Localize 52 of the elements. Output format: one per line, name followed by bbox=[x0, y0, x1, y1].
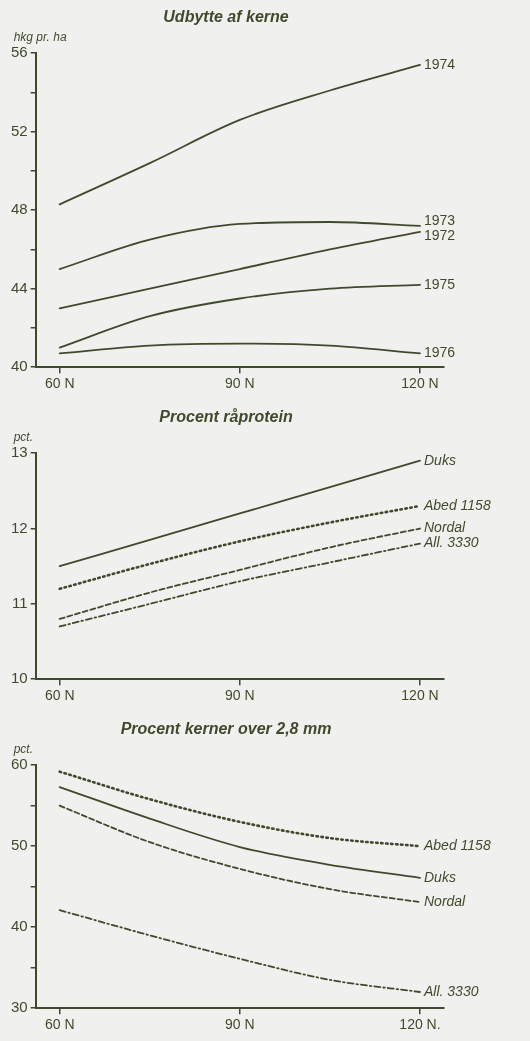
y-tick-label: 10 bbox=[11, 669, 28, 687]
chart-title: Procent råprotein bbox=[159, 408, 293, 426]
x-tick-label: 120 N bbox=[401, 687, 439, 704]
y-tick-label: 13 bbox=[11, 443, 28, 461]
x-tick-label: 60 N bbox=[44, 375, 75, 392]
chart-title: Udbytte af kerne bbox=[163, 8, 289, 26]
line-series bbox=[58, 230, 421, 310]
y-tick-label: 12 bbox=[11, 518, 28, 536]
y-axis-title: pct. bbox=[12, 741, 34, 756]
y-tick-label: 56 bbox=[11, 43, 28, 61]
y-tick-label: 48 bbox=[11, 200, 28, 218]
series-label: All. 3330 bbox=[422, 534, 479, 551]
y-tick-label: 40 bbox=[11, 357, 28, 375]
line-series bbox=[58, 527, 421, 620]
line-series bbox=[58, 804, 421, 903]
series-label: 1976 bbox=[423, 344, 456, 361]
line-series bbox=[58, 909, 421, 993]
y-tick-label: 11 bbox=[12, 594, 28, 612]
line-series bbox=[58, 64, 421, 206]
y-tick-label: 60 bbox=[11, 755, 28, 773]
line-series bbox=[58, 786, 421, 879]
y-tick-label: 40 bbox=[11, 917, 28, 935]
line-series bbox=[58, 283, 421, 349]
line-series bbox=[58, 542, 421, 628]
series-label: Nordal bbox=[423, 519, 467, 536]
series-label: Abed 1158 bbox=[422, 496, 491, 513]
x-tick-label: 60 N bbox=[44, 1016, 75, 1033]
line-series bbox=[58, 770, 422, 848]
x-tick-label: 60 N bbox=[44, 687, 75, 704]
series-label: 1973 bbox=[423, 212, 456, 229]
series-label: Abed 1158 bbox=[422, 837, 491, 854]
y-tick-label: 30 bbox=[11, 998, 28, 1016]
y-tick-label: 52 bbox=[11, 121, 28, 139]
chart-title: Procent kerner over 2,8 mm bbox=[120, 720, 332, 738]
x-tick-label: 120 N. bbox=[399, 1016, 441, 1033]
series-label: All. 3330 bbox=[422, 982, 479, 999]
x-tick-label: 120 N bbox=[401, 375, 439, 392]
x-tick-label: 90 N bbox=[225, 375, 255, 392]
series-label: Duks bbox=[423, 451, 456, 468]
line-series bbox=[58, 459, 421, 568]
series-label: 1972 bbox=[423, 227, 456, 244]
x-tick-label: 90 N bbox=[225, 687, 255, 704]
series-label: 1974 bbox=[423, 55, 456, 72]
series-label: Duks bbox=[423, 868, 456, 885]
y-tick-label: 44 bbox=[11, 278, 28, 296]
y-tick-label: 50 bbox=[11, 836, 28, 854]
line-series bbox=[58, 221, 421, 270]
series-label: 1975 bbox=[423, 275, 456, 292]
x-tick-label: 90 N bbox=[225, 1016, 255, 1033]
y-axis-title: hkg pr. ha bbox=[13, 29, 67, 44]
series-label: Nordal bbox=[423, 892, 467, 909]
y-axis-title: pct. bbox=[12, 429, 34, 444]
